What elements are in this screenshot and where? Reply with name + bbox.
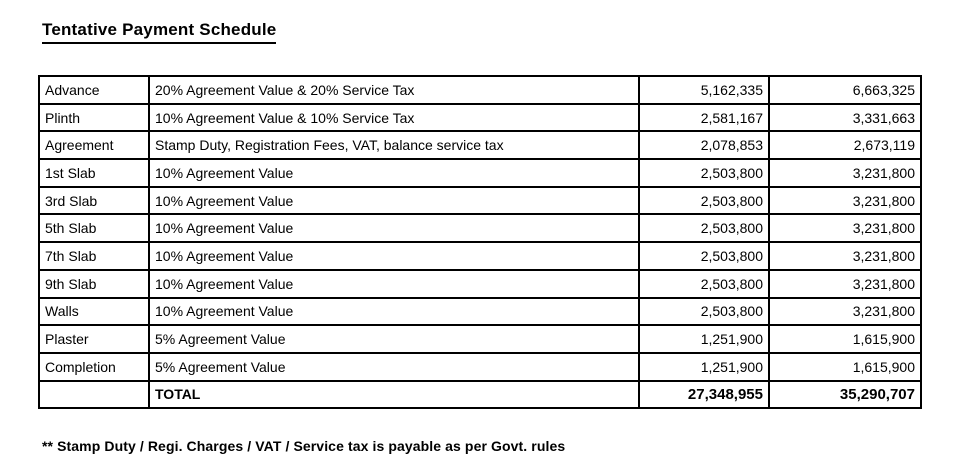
amount-a-cell: 2,503,800 xyxy=(638,158,770,188)
table-row: Plinth 10% Agreement Value & 10% Service… xyxy=(38,102,922,133)
stage-cell: Walls xyxy=(38,296,150,327)
table-row: 3rd Slab 10% Agreement Value 2,503,800 3… xyxy=(38,185,922,216)
table-row: Advance 20% Agreement Value & 20% Servic… xyxy=(38,75,922,105)
amount-b-cell: 3,231,800 xyxy=(768,296,922,327)
stage-cell: Completion xyxy=(38,351,150,382)
table-row: Agreement Stamp Duty, Registration Fees,… xyxy=(38,130,922,161)
table-row: 5th Slab 10% Agreement Value 2,503,800 3… xyxy=(38,213,922,244)
amount-b-cell: 1,615,900 xyxy=(768,351,922,382)
amount-a-cell: 1,251,900 xyxy=(638,351,770,382)
description-cell: 10% Agreement Value xyxy=(148,185,640,216)
description-cell: 20% Agreement Value & 20% Service Tax xyxy=(148,75,640,105)
amount-a-cell: 2,503,800 xyxy=(638,213,770,244)
amount-a-cell: 2,078,853 xyxy=(638,130,770,161)
stage-cell: Plaster xyxy=(38,324,150,354)
stage-cell: 7th Slab xyxy=(38,241,150,271)
description-cell: 10% Agreement Value xyxy=(148,158,640,188)
description-cell: 10% Agreement Value xyxy=(148,213,640,244)
stage-cell: 9th Slab xyxy=(38,268,150,299)
description-cell: 10% Agreement Value xyxy=(148,268,640,299)
total-row-spacer xyxy=(38,379,150,410)
amount-a-cell: 2,581,167 xyxy=(638,102,770,133)
stage-cell: 5th Slab xyxy=(38,213,150,244)
amount-a-cell: 2,503,800 xyxy=(638,296,770,327)
amount-b-cell: 3,231,800 xyxy=(768,158,922,188)
total-amount-b-cell: 35,290,707 xyxy=(768,379,922,410)
amount-b-cell: 3,231,800 xyxy=(768,185,922,216)
amount-a-cell: 2,503,800 xyxy=(638,185,770,216)
amount-a-cell: 2,503,800 xyxy=(638,268,770,299)
amount-b-cell: 3,231,800 xyxy=(768,241,922,271)
page-title: Tentative Payment Schedule xyxy=(42,20,277,44)
stage-cell: 3rd Slab xyxy=(38,185,150,216)
description-cell: Stamp Duty, Registration Fees, VAT, bala… xyxy=(148,130,640,161)
amount-b-cell: 3,231,800 xyxy=(768,213,922,244)
table-row: Completion 5% Agreement Value 1,251,900 … xyxy=(38,351,922,382)
amount-b-cell: 6,663,325 xyxy=(768,75,922,105)
table-row: 7th Slab 10% Agreement Value 2,503,800 3… xyxy=(38,241,922,271)
payment-schedule-table: Advance 20% Agreement Value & 20% Servic… xyxy=(38,75,922,410)
description-cell: 5% Agreement Value xyxy=(148,351,640,382)
total-amount-a-cell: 27,348,955 xyxy=(638,379,770,410)
table-row: 1st Slab 10% Agreement Value 2,503,800 3… xyxy=(38,158,922,188)
stage-cell: Advance xyxy=(38,75,150,105)
footnote: ** Stamp Duty / Regi. Charges / VAT / Se… xyxy=(42,438,566,454)
stage-cell: 1st Slab xyxy=(38,158,150,188)
amount-a-cell: 2,503,800 xyxy=(638,241,770,271)
table-row: 9th Slab 10% Agreement Value 2,503,800 3… xyxy=(38,268,922,299)
amount-a-cell: 1,251,900 xyxy=(638,324,770,354)
total-label-cell: TOTAL xyxy=(148,379,640,410)
amount-b-cell: 2,673,119 xyxy=(768,130,922,161)
stage-cell: Agreement xyxy=(38,130,150,161)
stage-cell: Plinth xyxy=(38,102,150,133)
amount-b-cell: 1,615,900 xyxy=(768,324,922,354)
amount-a-cell: 5,162,335 xyxy=(638,75,770,105)
description-cell: 5% Agreement Value xyxy=(148,324,640,354)
description-cell: 10% Agreement Value xyxy=(148,296,640,327)
description-cell: 10% Agreement Value xyxy=(148,241,640,271)
amount-b-cell: 3,331,663 xyxy=(768,102,922,133)
table-row: Walls 10% Agreement Value 2,503,800 3,23… xyxy=(38,296,922,327)
description-cell: 10% Agreement Value & 10% Service Tax xyxy=(148,102,640,133)
table-row: Plaster 5% Agreement Value 1,251,900 1,6… xyxy=(38,324,922,354)
total-row: TOTAL 27,348,955 35,290,707 xyxy=(38,379,922,410)
amount-b-cell: 3,231,800 xyxy=(768,268,922,299)
